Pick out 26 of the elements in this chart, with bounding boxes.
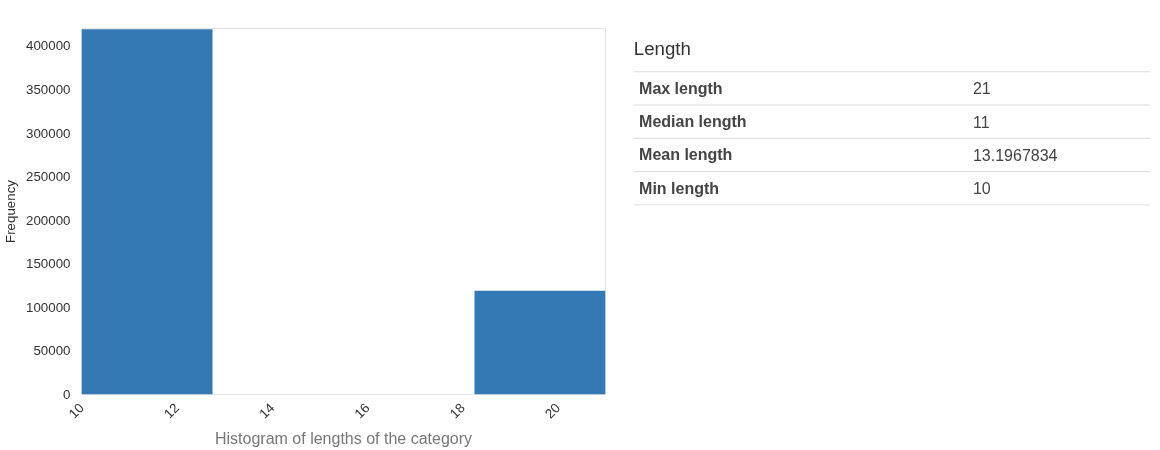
- category-label: Max length: [639, 79, 723, 97]
- y-tick-label: 200000: [26, 212, 71, 228]
- x-tick-label: 18: [446, 400, 468, 422]
- data-label: 21: [972, 80, 991, 98]
- text: Length: [633, 37, 691, 59]
- y-tick-label: 150000: [26, 256, 71, 272]
- category-label: Mean length: [639, 146, 733, 164]
- category-label: Median length: [639, 113, 747, 131]
- x-tick-label: 20: [542, 400, 564, 422]
- y-tick-label: 100000: [26, 299, 71, 315]
- data-label: 11: [972, 113, 990, 131]
- y-axis-title: Frequency: [3, 179, 19, 243]
- x-tick-label: 16: [351, 400, 373, 422]
- x-axis-title: Histogram of lengths of the category: [214, 430, 473, 448]
- x-tick-label: 12: [160, 400, 183, 422]
- x-tick-label: 10: [65, 400, 87, 422]
- y-tick-label: 250000: [26, 169, 71, 185]
- category-label: Min length: [639, 179, 720, 197]
- y-tick-label: 0: [63, 387, 71, 402]
- x-tick-label: 14: [256, 399, 278, 422]
- y-tick-label: 50000: [33, 343, 71, 359]
- data-label: 10: [972, 180, 991, 198]
- y-tick-label: 400000: [26, 38, 71, 54]
- y-tick-label: 300000: [26, 125, 71, 141]
- y-tick-label: 350000: [26, 82, 71, 97]
- data-label: 13.1967834: [972, 146, 1058, 164]
